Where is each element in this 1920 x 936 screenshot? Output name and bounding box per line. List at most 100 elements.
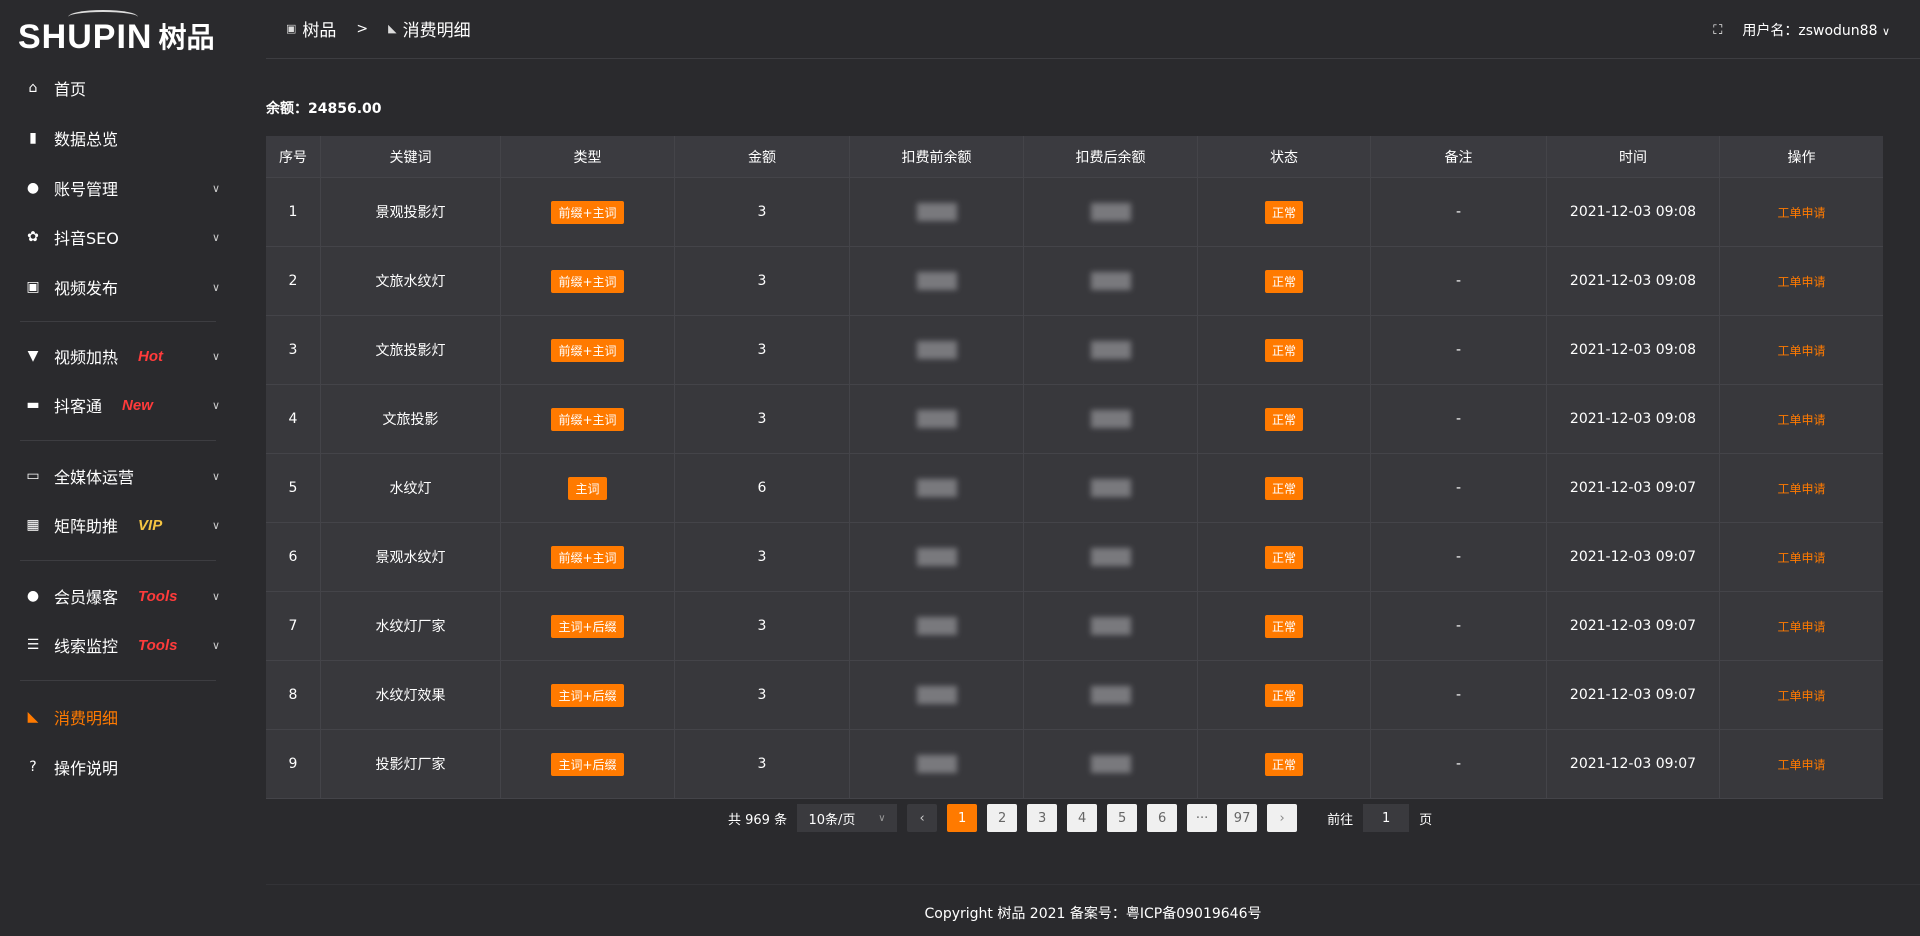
column-header: 关键词 [321,136,501,177]
footer-copyright: Copyright 树品 2021 备案号：粤ICP备09019646号 [924,906,1262,922]
sidebar-item-1[interactable]: ⌂ 首页 [0,68,266,108]
table-cell: 水纹灯厂家 [321,592,501,660]
table-cell: 工单申请 [1720,385,1883,453]
ticket-apply-link[interactable]: 工单申请 [1777,688,1826,703]
table-cell: 3 [675,316,850,384]
chevron-down-icon: ∨ [212,349,221,363]
sidebar-item-label: 消费明细 [54,709,119,728]
redacted-value [916,548,957,566]
status-badge: 正常 [1264,545,1303,569]
chevron-down-icon: ∨ [212,398,221,412]
divider [20,680,216,681]
cell-text: 3 [757,618,767,634]
sidebar-item-10[interactable]: ● 会员爆客 Tools ∨ [0,576,266,616]
sidebar-item-7[interactable]: ▬ 抖客通 New ∨ [0,385,266,425]
ticket-apply-link[interactable]: 工单申请 [1777,205,1826,220]
sidebar-item-tag: New [122,396,153,414]
user-icon: ● [26,180,40,196]
column-header: 扣费前余额 [850,136,1024,177]
table-cell: 工单申请 [1720,523,1883,591]
goto-page-input[interactable]: 1 [1363,804,1410,832]
ticket-apply-link[interactable]: 工单申请 [1777,619,1826,634]
page-button[interactable]: ··· [1187,804,1218,832]
sidebar-item-12[interactable]: ◣ 消费明细 [0,697,266,737]
chevron-down-icon: ∨ [212,638,221,652]
table-cell: 工单申请 [1720,592,1883,660]
consumption-table: 序号 关键词 类型 金额 扣费前余额 扣费后余额 状态 备注 时间 操作 1 景观投影灯 前缀+主词 3… [266,136,1883,799]
prev-page-button[interactable]: ‹ [907,804,938,832]
table-cell: - [1371,316,1547,384]
sidebar-item-13[interactable]: ? 操作说明 [0,747,266,787]
sidebar-item-label: 线索监控 [54,637,119,656]
table-cell: 3 [675,247,850,315]
table-cell: 前缀+主词 [501,316,675,384]
sidebar-item-tag: Hot [138,347,164,365]
cell-text: 文旅投影灯 [375,343,446,359]
table-cell: 正常 [1198,178,1371,246]
table-cell: 前缀+主词 [501,178,675,246]
sidebar-item-label: 会员爆客 [54,588,119,607]
user-menu[interactable]: 用户名：zswodun88 ∨ [1742,20,1890,40]
ticket-apply-link[interactable]: 工单申请 [1777,550,1826,565]
gear-icon: ✿ [27,229,39,245]
page-button[interactable]: 5 [1107,804,1138,832]
page-button[interactable]: 2 [987,804,1018,832]
ticket-apply-link[interactable]: 工单申请 [1777,412,1826,427]
table-cell: 3 [675,385,850,453]
cell-text: - [1455,549,1462,565]
sidebar-item-5[interactable]: ▣ 视频发布 ∨ [0,267,266,307]
table-cell: - [1371,523,1547,591]
sidebar-item-2[interactable]: ▮ 数据总览 [0,118,266,158]
page-size-select[interactable]: 10条/页 ∨ [797,804,898,832]
table-row: 3 文旅投影灯 前缀+主词 3 正常 - 2021-12-03 09:08 工单申请 [266,316,1883,385]
cell-text: - [1455,756,1462,772]
cell-text: 3 [757,549,767,565]
page-button[interactable]: 1 [947,804,978,832]
page-button[interactable]: 6 [1147,804,1178,832]
ticket-apply-link[interactable]: 工单申请 [1777,481,1826,496]
next-page-button[interactable]: › [1267,804,1298,832]
sidebar-item-4[interactable]: ✿ 抖音SEO ∨ [0,217,266,257]
redacted-value [916,686,957,704]
sidebar-item-3[interactable]: ● 账号管理 ∨ [0,168,266,208]
sidebar-item-9[interactable]: ▦ 矩阵助推 VIP ∨ [0,505,266,545]
page-button[interactable]: 97 [1227,804,1258,832]
page-button[interactable]: 4 [1067,804,1098,832]
status-badge: 正常 [1264,683,1303,707]
sidebar-item-11[interactable]: ☰ 线索监控 Tools ∨ [0,625,266,665]
ticket-apply-link[interactable]: 工单申请 [1777,757,1826,772]
cell-text: - [1455,342,1462,358]
table-cell: 工单申请 [1720,178,1883,246]
sidebar-item-6[interactable]: ▼ 视频加热 Hot ∨ [0,336,266,376]
cell-text: 文旅水纹灯 [375,274,446,290]
status-badge: 正常 [1264,752,1303,776]
table-cell: 3 [675,523,850,591]
table-cell: 投影灯厂家 [321,730,501,798]
header: ▣ 树品 > ◣ 消费明细 ⛶ 用户名：zswodun88 ∨ [266,0,1920,59]
table-cell [1024,730,1198,798]
table-cell [1024,178,1198,246]
sidebar-item-tag: Tools [138,587,178,605]
breadcrumb-home[interactable]: 树品 [302,21,337,41]
bar-chart-icon: ▮ [29,130,37,146]
video-icon: ▣ [26,279,40,295]
chat-icon: ▬ [26,397,40,413]
sliders-icon: ☰ [26,637,40,653]
sidebar-item-8[interactable]: ▭ 全媒体运营 ∨ [0,456,266,496]
table-cell [1024,454,1198,522]
logo: SHUPIN 树品 [18,10,214,54]
breadcrumb-current: 消费明细 [402,21,471,41]
ticket-apply-link[interactable]: 工单申请 [1777,274,1826,289]
table-cell: 4 [266,385,321,453]
fullscreen-icon[interactable]: ⛶ [1713,22,1723,38]
redacted-value [916,203,957,221]
redacted-value [1090,548,1131,566]
ticket-apply-link[interactable]: 工单申请 [1777,343,1826,358]
table-cell: 正常 [1198,316,1371,384]
redacted-value [916,479,957,497]
pagination: 共 969 条 10条/页 ∨ ‹ 1 2 3 4 5 6 ··· 97 › 前往 1 页 [728,804,1432,832]
table-cell [850,454,1024,522]
sidebar: SHUPIN 树品 ⌂ 首页 ▮ 数据总览 ● 账号管理 ∨ ✿ 抖音SEO ∨ ▣ 视频发布 ∨ ▼ 视频… [0,0,266,936]
cell-text: - [1455,618,1462,634]
page-button[interactable]: 3 [1027,804,1058,832]
